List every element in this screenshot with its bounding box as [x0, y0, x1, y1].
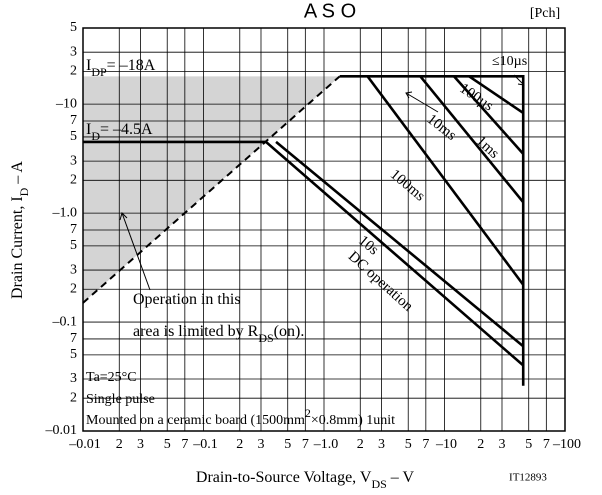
text-part: Drain-to-Source Voltage, V: [196, 469, 372, 486]
text-part: DP: [91, 65, 107, 79]
annotation: ID= –4.5A: [86, 121, 153, 143]
series-label: 100ms: [387, 167, 428, 205]
y-tick-label: 5: [70, 129, 77, 144]
y-tick-label: 2: [70, 281, 77, 296]
text-part: (on).: [274, 323, 305, 340]
text-part: – A: [9, 161, 26, 188]
x-tick-label: 5: [405, 437, 412, 452]
series-label: DC operation: [345, 248, 416, 315]
x-tick-label: 7: [422, 437, 429, 452]
pulse-label: ≤10µs: [492, 54, 527, 69]
annotation: Single pulse: [86, 392, 155, 407]
x-tick-label: 3: [378, 437, 385, 452]
y-tick-label: 3: [70, 153, 77, 168]
text-part: = –4.5A: [100, 121, 153, 138]
y-tick-label: 5: [70, 20, 77, 35]
x-tick-label: 2: [116, 437, 123, 452]
y-axis-label: Drain Current, ID – A: [9, 161, 31, 299]
x-tick-label: 5: [284, 437, 291, 452]
x-tick-label: 2: [236, 437, 243, 452]
x-tick-label: 7: [302, 437, 309, 452]
text-part: Operation in this: [133, 291, 241, 308]
arrow-head: [517, 78, 525, 86]
x-tick-label: 7: [181, 437, 188, 452]
series-line: [83, 140, 525, 367]
text-part: Ta=25°C: [86, 370, 137, 385]
x-tick-label: 5: [164, 437, 171, 452]
y-tick-label: 2: [70, 173, 77, 188]
chart-title: A S O: [304, 0, 356, 22]
arrow: [405, 92, 439, 113]
x-tick-label: –0.1: [192, 437, 218, 452]
text-part: ×0.8mm) 1unit: [311, 413, 395, 428]
text-part: DS: [258, 331, 273, 345]
series-line: [453, 75, 525, 155]
annotation: Ta=25°C: [86, 370, 137, 385]
text-part: Mounted on a ceramic board (1500mm: [86, 413, 305, 428]
text-part: 2: [305, 406, 311, 420]
x-axis-label: Drain-to-Source Voltage, VDS – V: [196, 469, 415, 491]
text-part: I: [86, 57, 91, 74]
y-tick-label: –1.0: [52, 205, 78, 220]
y-tick-label: 5: [70, 347, 77, 362]
y-tick-label: –10: [55, 96, 77, 111]
text-part: area is limited by R: [133, 323, 259, 340]
y-tick-label: 2: [70, 390, 77, 405]
text-part: Single pulse: [86, 392, 155, 407]
arrow-head: [405, 91, 413, 99]
text-part: D: [91, 129, 100, 143]
text-part: Drain Current, I: [9, 196, 26, 299]
x-tick-label: –1.0: [313, 437, 339, 452]
x-tick-label: –10: [435, 437, 457, 452]
text-part: D: [17, 187, 31, 196]
x-tick-label: 3: [137, 437, 144, 452]
annotation: Operation in this: [133, 291, 241, 308]
x-tick-label: –100: [552, 437, 581, 452]
y-tick-label: 3: [70, 262, 77, 277]
series-line: [275, 140, 525, 348]
y-tick-label: 7: [70, 331, 77, 346]
series-label: 100µs: [457, 81, 497, 115]
text-part: I: [86, 121, 91, 138]
x-tick-label: 2: [477, 437, 484, 452]
y-tick-label: 7: [70, 222, 77, 237]
plot-frame: [82, 27, 566, 432]
text-part: – V: [387, 469, 415, 486]
series-line: [419, 75, 525, 203]
annotation: Mounted on a ceramic board (1500mm2×0.8m…: [86, 406, 395, 428]
figure-id: IT12893: [509, 472, 547, 484]
y-tick-label: 2: [70, 64, 77, 79]
arrows: [119, 74, 525, 291]
text-part: = –18A: [107, 57, 156, 74]
chart-subtitle: [Pch]: [530, 6, 560, 21]
series-line: [468, 75, 524, 115]
text-part: DS: [371, 477, 386, 491]
series-label: 1ms: [473, 133, 502, 162]
x-tick-label: 3: [498, 437, 505, 452]
x-tick-label: 7: [543, 437, 550, 452]
y-tick-label: 7: [70, 113, 77, 128]
y-tick-label: 3: [70, 371, 77, 386]
y-tick-label: 3: [70, 44, 77, 59]
x-tick-label: 5: [525, 437, 532, 452]
arrow: [513, 74, 525, 86]
x-tick-label: 3: [257, 437, 264, 452]
arrow: [121, 212, 151, 291]
plot-area: [82, 27, 566, 432]
y-tick-label: 5: [70, 238, 77, 253]
x-tick-label: 2: [357, 437, 364, 452]
arrow-head: [119, 212, 128, 221]
rds-limit-line: [82, 75, 341, 304]
series-line: [366, 75, 525, 286]
y-tick-label: –0.01: [45, 423, 78, 438]
y-tick-label: –0.1: [52, 314, 78, 329]
annotation: IDP= –18A: [86, 57, 156, 79]
annotation: area is limited by RDS(on).: [133, 323, 304, 345]
x-tick-label: –0.01: [68, 437, 101, 452]
